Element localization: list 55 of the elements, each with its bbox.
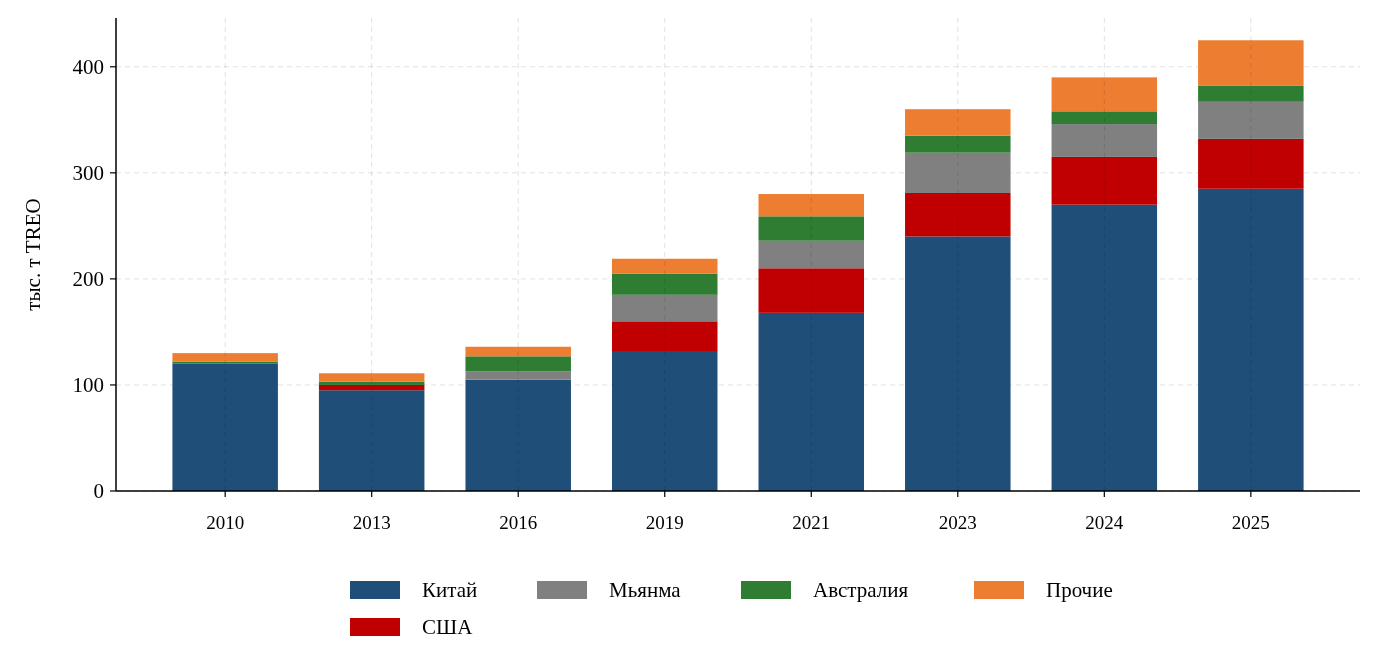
bar <box>1198 101 1304 139</box>
bar <box>465 371 571 380</box>
bar <box>1198 40 1304 86</box>
bar <box>1198 138 1304 189</box>
legend-label: США <box>422 615 474 639</box>
bar <box>905 236 1011 491</box>
bar <box>1051 77 1158 112</box>
bar <box>611 321 718 352</box>
bar <box>758 216 865 241</box>
legend-label: Австралия <box>813 578 909 602</box>
bar <box>172 363 278 491</box>
bar <box>758 312 865 491</box>
bar <box>318 390 425 491</box>
x-tick-label: 2023 <box>938 512 977 533</box>
y-tick-label: 200 <box>72 267 104 292</box>
bar <box>905 109 1011 136</box>
x-tick-label: 2024 <box>1085 512 1124 533</box>
bar <box>758 194 865 217</box>
legend-label: Прочие <box>1046 578 1113 602</box>
bar <box>611 258 718 274</box>
y-axis-title: тыс. т TREO <box>21 198 45 311</box>
bar <box>1051 156 1158 205</box>
bar <box>1051 124 1158 157</box>
bar <box>318 381 425 385</box>
x-tick-label: 2013 <box>352 512 391 533</box>
x-tick-label: 2010 <box>206 512 245 533</box>
bar <box>1198 85 1304 102</box>
legend-label: Китай <box>422 578 478 602</box>
bar <box>905 135 1011 153</box>
bar <box>465 346 571 357</box>
bar <box>1198 188 1304 491</box>
bar <box>905 192 1011 237</box>
bar <box>172 353 278 362</box>
x-tick-label: 2021 <box>792 512 831 533</box>
bar <box>1051 111 1158 125</box>
y-tick-label: 300 <box>72 161 104 186</box>
x-tick-label: 2016 <box>499 512 538 533</box>
y-tick-label: 400 <box>72 55 104 80</box>
y-tick-label: 100 <box>72 373 104 398</box>
bar <box>465 356 571 372</box>
x-tick-label: 2019 <box>645 512 684 533</box>
bar <box>318 373 425 382</box>
y-tick-label: 0 <box>93 479 104 504</box>
bar <box>758 268 865 313</box>
x-tick-label: 2025 <box>1231 512 1270 533</box>
bar <box>905 152 1011 193</box>
bar <box>318 384 425 391</box>
bar <box>611 351 718 491</box>
bar <box>611 294 718 322</box>
bar <box>465 379 571 491</box>
legend-label: Мьянма <box>609 578 682 602</box>
bar <box>611 273 718 295</box>
bar <box>172 361 278 364</box>
bar <box>1051 204 1158 491</box>
bar <box>758 240 865 269</box>
